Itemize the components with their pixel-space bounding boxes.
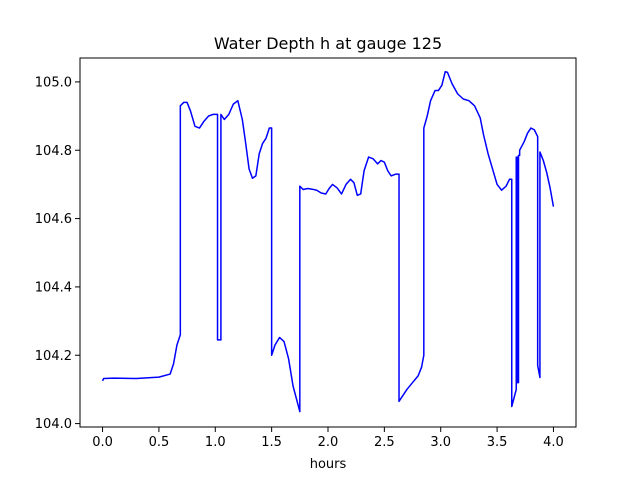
y-tick-label: 104.2	[35, 349, 72, 364]
x-axis-label: hours	[310, 457, 347, 472]
x-tick-label: 0.0	[92, 435, 113, 450]
plot-area	[101, 70, 555, 413]
y-tick-label: 104.4	[35, 280, 72, 295]
y-tick-label: 104.6	[35, 212, 72, 227]
x-tick-label: 4.0	[543, 435, 564, 450]
y-tick-label: 104.8	[35, 144, 72, 159]
chart-title: Water Depth h at gauge 125	[214, 34, 442, 53]
plot-frame	[79, 57, 577, 428]
series-line-0	[101, 70, 555, 413]
x-tick-label: 2.0	[318, 435, 339, 450]
x-tick-label: 3.5	[487, 435, 508, 450]
x-tick-label: 1.0	[205, 435, 226, 450]
x-tick-label: 2.5	[374, 435, 395, 450]
x-axis: 0.0 0.5 1.0 1.5 2.0 2.5 3.0 3.5 4.0	[92, 427, 564, 450]
y-tick-label: 105.0	[35, 75, 72, 90]
x-tick-label: 0.5	[149, 435, 170, 450]
y-tick-label: 104.0	[35, 417, 72, 432]
x-tick-label: 1.5	[261, 435, 282, 450]
y-axis: 104.0 104.2 104.4 104.6 104.8 105.0	[35, 75, 80, 432]
x-tick-label: 3.0	[430, 435, 451, 450]
